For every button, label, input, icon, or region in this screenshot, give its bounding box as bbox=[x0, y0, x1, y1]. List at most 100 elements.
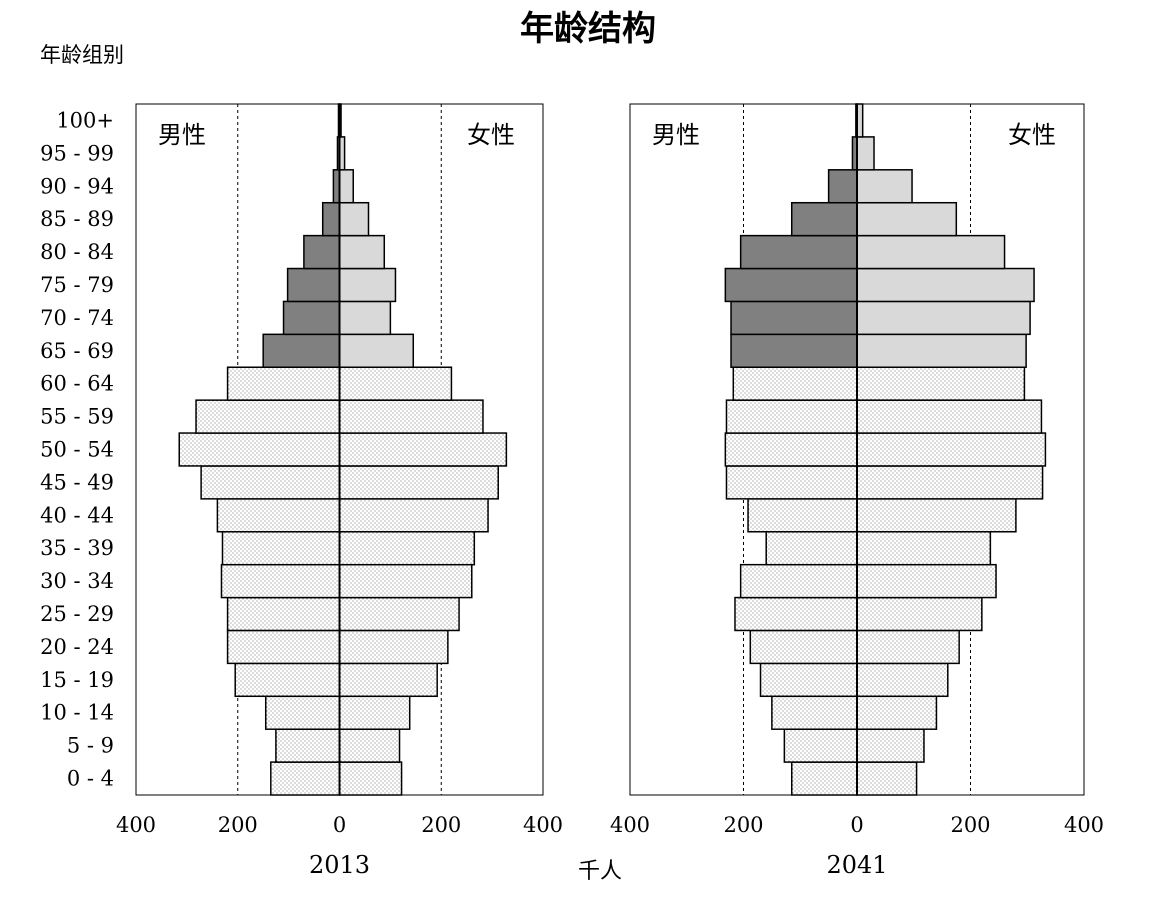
male-label: 男性 bbox=[158, 121, 206, 149]
female-bar bbox=[856, 531, 992, 566]
x-tick-label: 200 bbox=[723, 813, 763, 837]
male-bar bbox=[234, 662, 341, 698]
age-group-label: 80 - 84 bbox=[40, 240, 114, 264]
male-bar bbox=[200, 465, 341, 500]
age-group-label: 5 - 9 bbox=[67, 734, 114, 758]
female-bar bbox=[338, 169, 354, 204]
age-group-label: 65 - 69 bbox=[40, 339, 114, 363]
age-group-label: 50 - 54 bbox=[40, 438, 114, 462]
male-bar bbox=[759, 662, 858, 698]
pyramid-panel-2013: 男性 女性 400 200 0 200 400 2013 bbox=[116, 103, 563, 879]
female-bar bbox=[338, 596, 460, 632]
male-bar bbox=[734, 596, 858, 632]
male-bar bbox=[226, 596, 341, 632]
age-group-label: 45 - 49 bbox=[40, 470, 114, 494]
pyramid-panel-2041: 男性 女性 400 200 0 200 400 2041 bbox=[610, 103, 1104, 879]
female-bar bbox=[856, 761, 918, 796]
age-group-label: 20 - 24 bbox=[40, 635, 114, 659]
female-bar bbox=[856, 563, 997, 599]
x-tick-label: 200 bbox=[218, 813, 258, 837]
female-bar bbox=[856, 695, 938, 730]
year-label: 2041 bbox=[826, 851, 887, 879]
age-group-label: 35 - 39 bbox=[40, 536, 114, 560]
female-bar bbox=[856, 465, 1044, 500]
female-bar bbox=[856, 596, 983, 632]
x-tick-label: 200 bbox=[950, 813, 990, 837]
male-bar bbox=[321, 201, 341, 237]
female-bar bbox=[856, 432, 1047, 467]
female-bar bbox=[856, 662, 949, 698]
female-bar bbox=[338, 498, 489, 533]
female-bar bbox=[338, 728, 401, 763]
female-label: 女性 bbox=[1008, 121, 1056, 149]
male-bar bbox=[286, 267, 341, 303]
female-bar bbox=[856, 136, 875, 171]
male-bar bbox=[220, 563, 341, 599]
age-group-labels: 0 - 4 5 - 9 10 - 14 15 - 19 20 - 24 25 - 29 30… bbox=[40, 108, 114, 790]
female-bar bbox=[338, 761, 403, 796]
x-tick-label: 0 bbox=[333, 813, 346, 837]
female-bar bbox=[338, 399, 484, 434]
male-bar bbox=[195, 399, 341, 434]
age-group-label: 10 - 14 bbox=[40, 701, 114, 725]
age-group-label: 60 - 64 bbox=[40, 372, 114, 396]
female-bar bbox=[338, 201, 370, 237]
age-group-label: 25 - 29 bbox=[40, 602, 114, 626]
age-group-label: 100+ bbox=[56, 108, 114, 132]
female-bar bbox=[856, 267, 1035, 303]
female-bar bbox=[338, 432, 508, 467]
female-bar bbox=[338, 465, 499, 500]
male-bar bbox=[783, 728, 858, 763]
male-bar bbox=[282, 300, 341, 336]
female-bar bbox=[856, 366, 1026, 401]
male-bar bbox=[827, 169, 858, 204]
female-bar bbox=[856, 169, 913, 204]
age-group-label: 90 - 94 bbox=[40, 174, 114, 198]
female-bar bbox=[856, 399, 1043, 434]
male-bar bbox=[275, 728, 341, 763]
male-bar bbox=[790, 201, 858, 237]
male-bar bbox=[226, 629, 341, 665]
age-group-label: 85 - 89 bbox=[40, 207, 114, 231]
male-bar bbox=[262, 333, 341, 368]
year-label: 2013 bbox=[309, 851, 370, 879]
female-bar bbox=[856, 728, 925, 763]
male-bar bbox=[264, 695, 341, 730]
x-axis-label: 千人 bbox=[578, 859, 622, 884]
female-bar bbox=[856, 234, 1006, 270]
age-group-label: 75 - 79 bbox=[40, 273, 114, 297]
male-bar bbox=[226, 366, 341, 401]
chart-title: 年龄结构 bbox=[520, 9, 656, 49]
female-bar bbox=[856, 333, 1027, 368]
male-bar bbox=[730, 300, 858, 336]
age-group-label: 70 - 74 bbox=[40, 306, 114, 330]
male-bar bbox=[725, 465, 858, 500]
male-bar bbox=[749, 629, 858, 665]
female-bar bbox=[338, 695, 411, 730]
female-bar bbox=[856, 629, 960, 665]
male-label: 男性 bbox=[652, 121, 700, 149]
age-group-label: 95 - 99 bbox=[40, 141, 114, 165]
male-bar bbox=[270, 761, 341, 796]
female-bar bbox=[338, 333, 415, 368]
age-group-label: 15 - 19 bbox=[40, 668, 114, 692]
x-tick-label: 200 bbox=[421, 813, 461, 837]
male-bar bbox=[725, 399, 858, 434]
male-bar bbox=[765, 531, 858, 566]
female-bar bbox=[338, 300, 392, 336]
male-bar bbox=[732, 366, 858, 401]
female-bar bbox=[338, 563, 473, 599]
x-tick-label: 400 bbox=[116, 813, 156, 837]
x-tick-label: 400 bbox=[1064, 813, 1104, 837]
male-bar bbox=[771, 695, 858, 730]
age-group-label: 55 - 59 bbox=[40, 405, 114, 429]
male-bar bbox=[739, 234, 858, 270]
female-bar bbox=[338, 234, 386, 270]
female-bar bbox=[338, 662, 438, 698]
y-axis-label: 年龄组别 bbox=[40, 43, 124, 67]
age-group-label: 40 - 44 bbox=[40, 503, 114, 527]
male-bar bbox=[739, 563, 858, 599]
male-bar bbox=[221, 531, 341, 566]
